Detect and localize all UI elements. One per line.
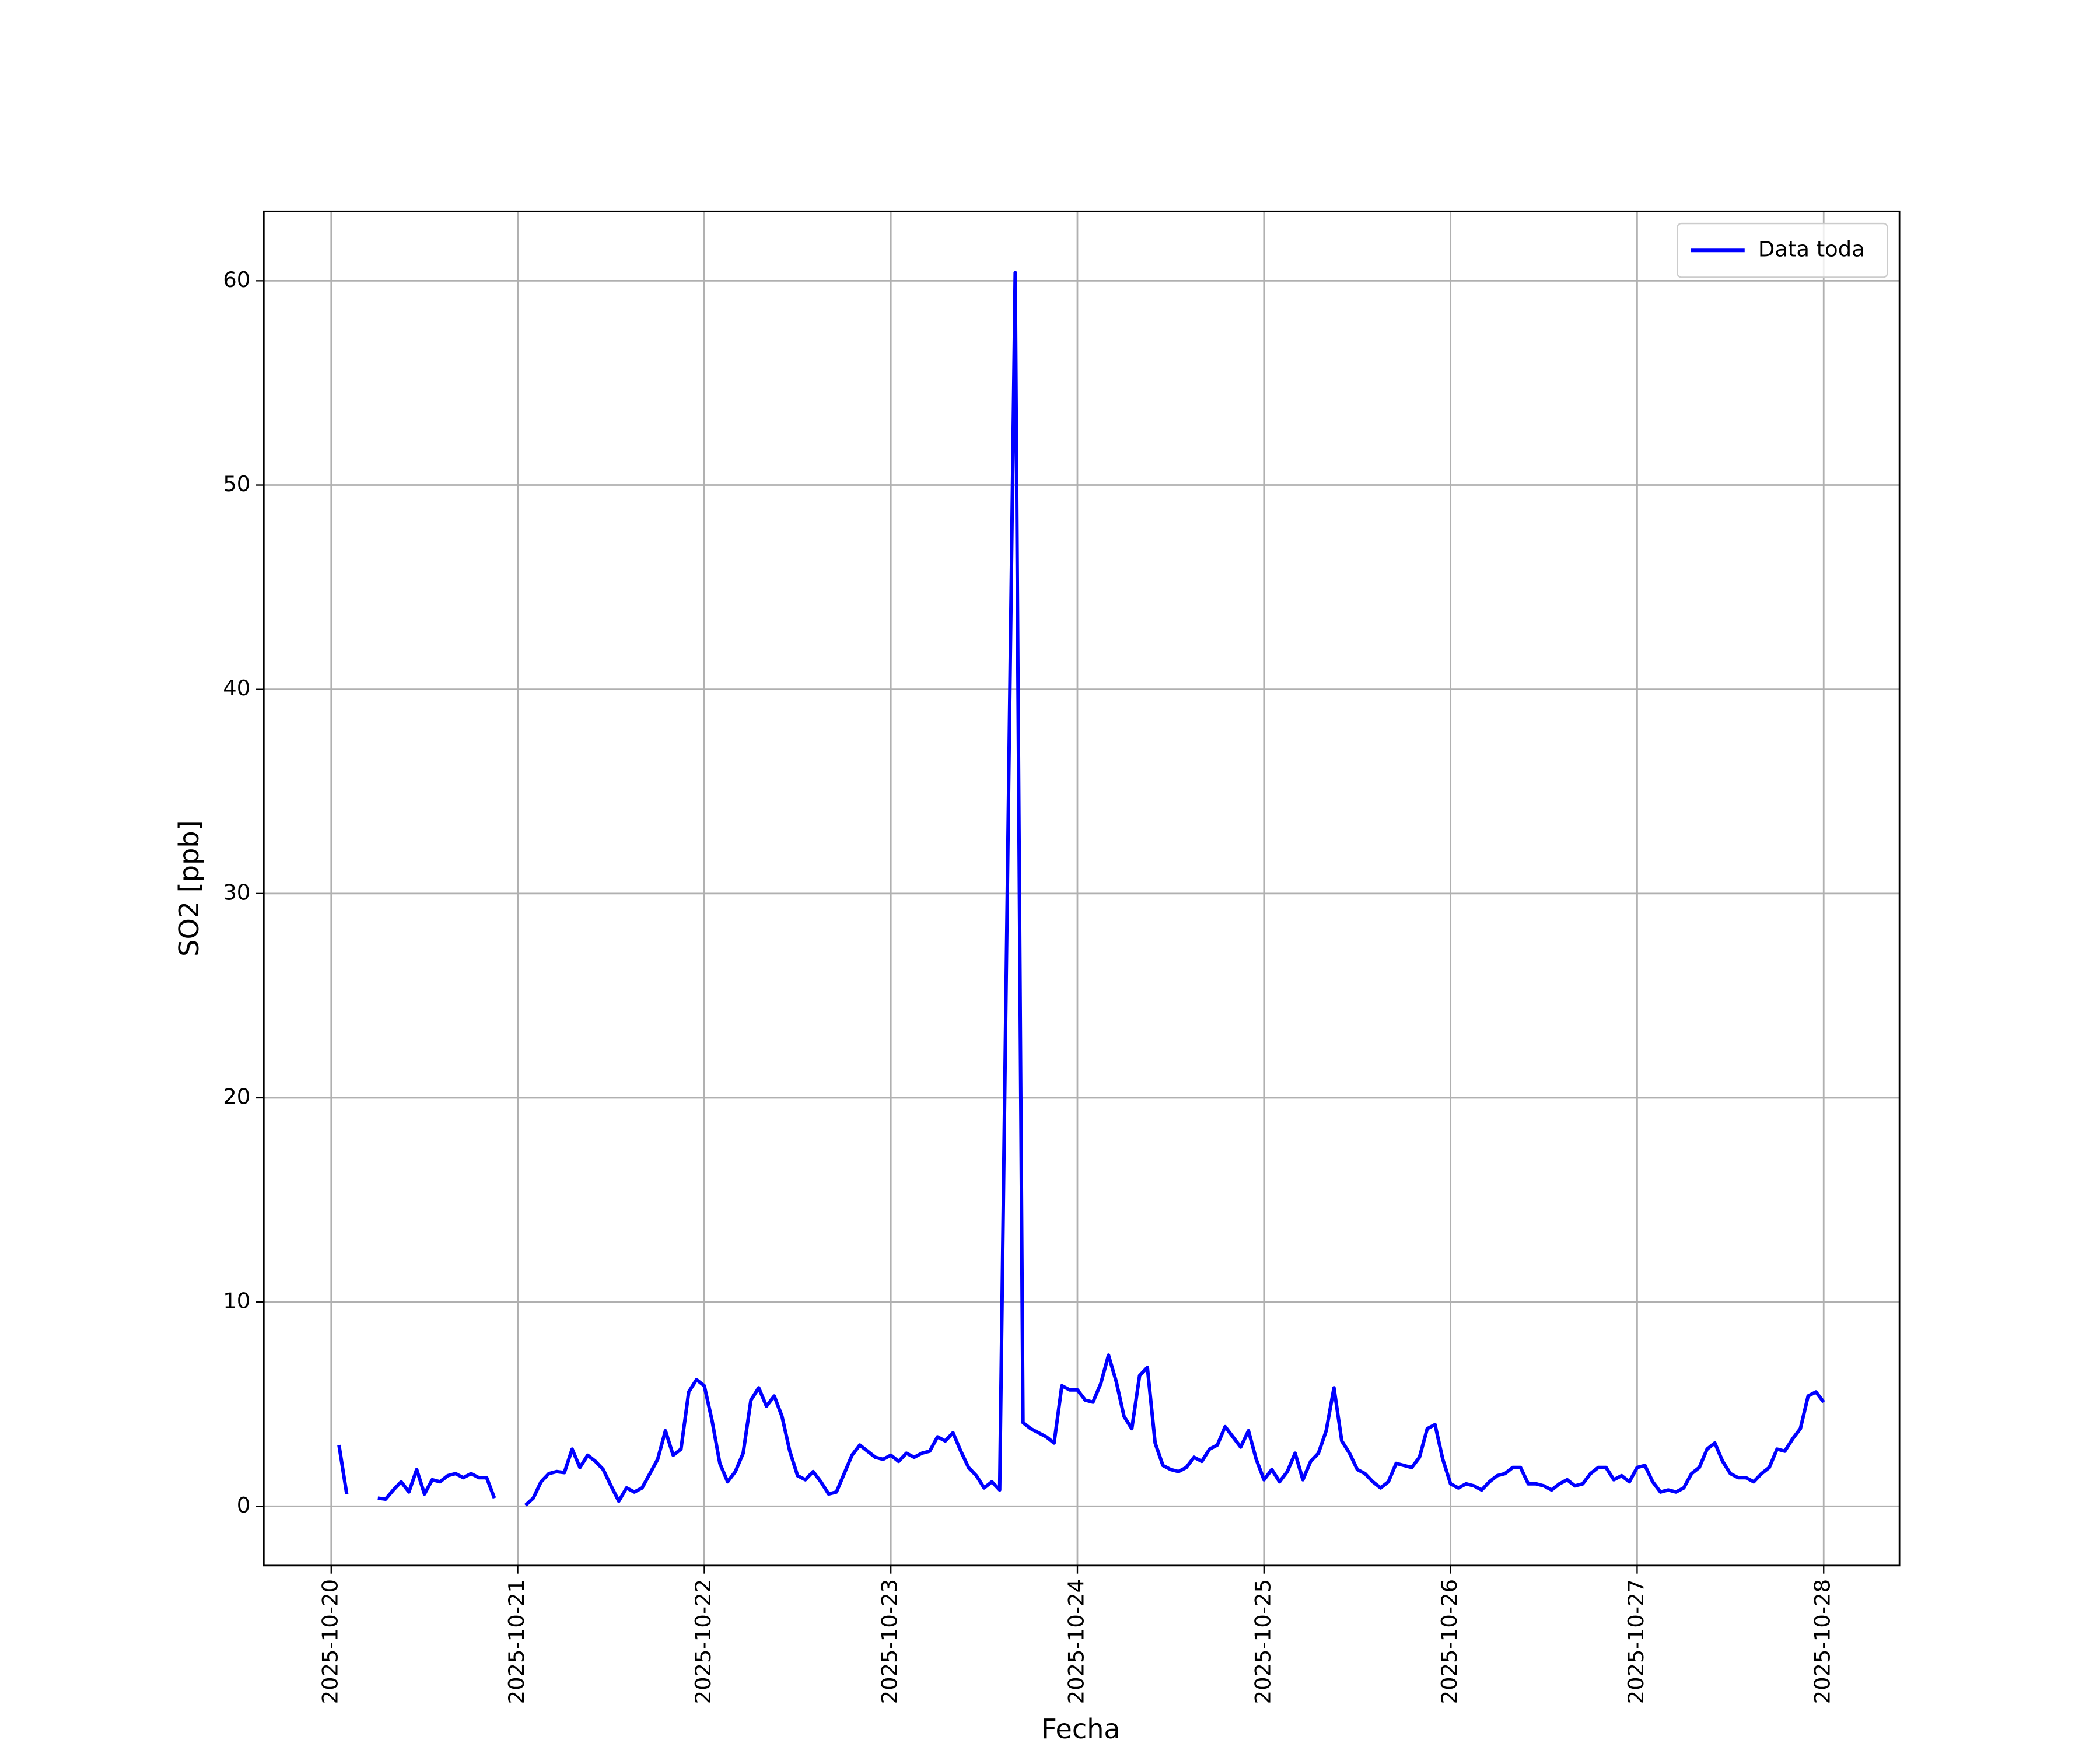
x-tick-label: 2025-10-21 <box>504 1579 529 1704</box>
y-tick-label: 50 <box>223 471 250 496</box>
x-tick-label: 2025-10-23 <box>877 1579 902 1704</box>
x-tick-label: 2025-10-28 <box>1810 1579 1835 1704</box>
y-axis-label: SO2 [ppb] <box>173 820 205 957</box>
plot-frame <box>262 210 1901 1567</box>
y-tick-label: 0 <box>237 1493 250 1518</box>
y-tick-label: 40 <box>223 676 250 701</box>
y-tick-label: 10 <box>223 1289 250 1314</box>
x-tick-label: 2025-10-25 <box>1250 1579 1275 1704</box>
y-tick-label: 20 <box>223 1084 250 1109</box>
y-tick-label: 30 <box>223 880 250 905</box>
legend-box <box>1676 222 1888 278</box>
data-line <box>337 271 1825 1507</box>
x-axis-label: Fecha <box>1041 1713 1120 1745</box>
x-tick-label: 2025-10-27 <box>1623 1579 1648 1704</box>
x-tick-label: 2025-10-24 <box>1064 1579 1089 1704</box>
legend-label: Data toda <box>1758 237 1865 262</box>
x-tick-label: 2025-10-22 <box>691 1579 716 1704</box>
y-tick-label: 60 <box>223 267 250 292</box>
x-tick-label: 2025-10-20 <box>317 1579 342 1704</box>
x-tick-label: 2025-10-26 <box>1437 1579 1462 1704</box>
